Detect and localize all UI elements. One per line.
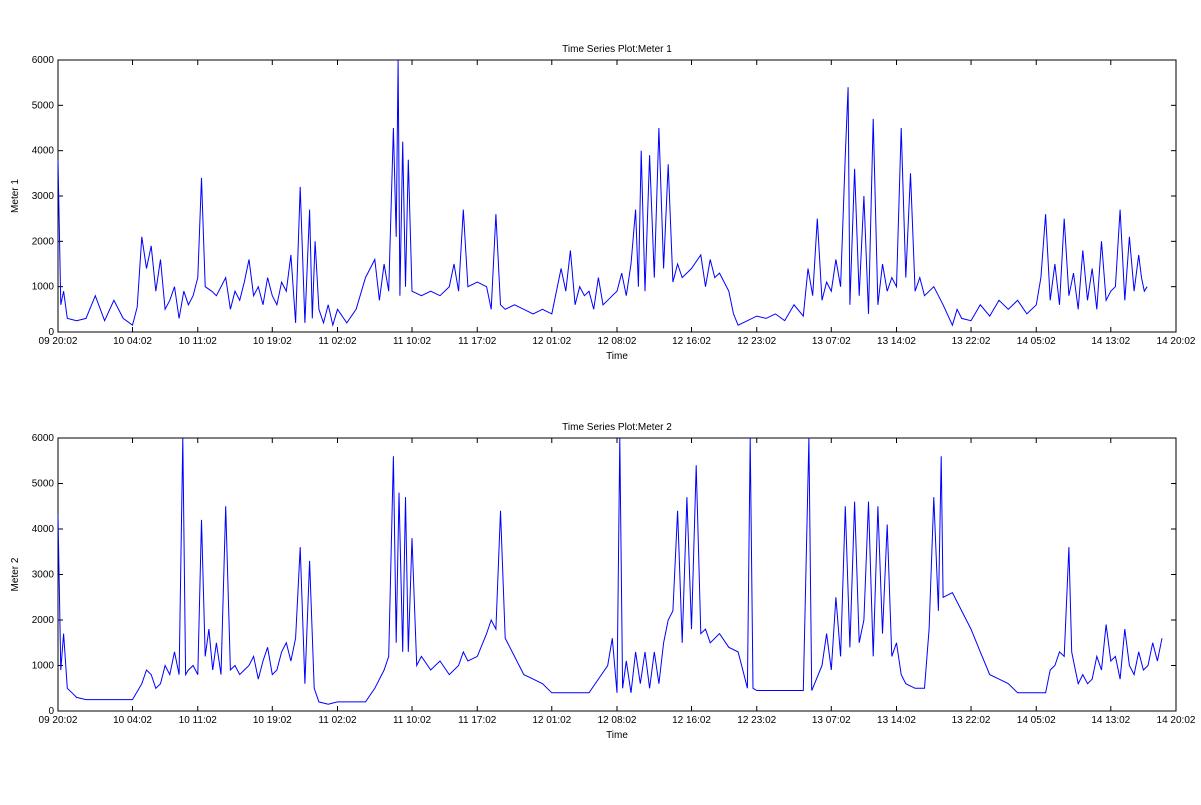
x-axis-label: Time: [606, 730, 628, 741]
x-tick-label: 14 13:02: [1091, 336, 1130, 347]
x-tick-label: 12 01:02: [532, 336, 571, 347]
x-tick-label: 10 04:02: [113, 715, 152, 726]
chart-title: Time Series Plot:Meter 1: [562, 44, 672, 55]
x-tick-label: 14 20:02: [1157, 336, 1196, 347]
x-tick-label: 14 13:02: [1091, 715, 1130, 726]
x-axis-label: Time: [606, 351, 628, 362]
x-tick-label: 12 16:02: [672, 336, 711, 347]
x-ticks: 09 20:02 10 04:02 10 11:02 10 19:02 11 02:02…: [39, 438, 1196, 726]
y-tick-label: 3000: [32, 570, 55, 581]
x-tick-label: 12 08:02: [598, 336, 637, 347]
x-tick-label: 12 08:02: [598, 715, 637, 726]
x-tick-label: 14 05:02: [1017, 336, 1056, 347]
x-tick-label: 13 07:02: [812, 336, 851, 347]
chart-panel-meter-2: Time Series Plot:Meter 2 Time Meter 2 0 1…: [10, 422, 1196, 741]
x-tick-label: 11 17:02: [458, 715, 497, 726]
y-tick-label: 6000: [32, 55, 55, 66]
y-tick-label: 0: [48, 706, 54, 717]
y-tick-label: 4000: [32, 146, 55, 157]
y-tick-label: 2000: [32, 615, 55, 626]
series-line-meter-2: [57, 437, 1163, 705]
x-tick-label: 12 23:02: [737, 336, 776, 347]
x-tick-label: 10 11:02: [179, 715, 218, 726]
x-tick-label: 11 17:02: [458, 336, 497, 347]
x-tick-label: 13 22:02: [952, 336, 991, 347]
x-tick-label: 11 02:02: [318, 336, 357, 347]
x-ticks: 09 20:02 10 04:02 10 11:02 10 19:02 11 02:02…: [39, 60, 1196, 347]
y-tick-label: 3000: [32, 191, 55, 202]
x-tick-label: 12 01:02: [532, 715, 571, 726]
y-tick-label: 5000: [32, 100, 55, 111]
series-line-meter-1: [57, 59, 1148, 328]
x-tick-label: 14 05:02: [1017, 715, 1056, 726]
y-tick-label: 4000: [32, 524, 55, 535]
y-tick-label: 0: [48, 327, 54, 338]
x-tick-label: 11 10:02: [393, 336, 432, 347]
y-axis-label: Meter 2: [10, 557, 21, 591]
x-tick-label: 10 04:02: [113, 336, 152, 347]
y-ticks: 0 1000 2000 3000 4000 5000 6000: [32, 433, 1176, 717]
x-tick-label: 13 22:02: [952, 715, 991, 726]
x-tick-label: 13 07:02: [812, 715, 851, 726]
y-tick-label: 5000: [32, 479, 55, 490]
x-tick-label: 09 20:02: [39, 336, 78, 347]
x-tick-label: 11 02:02: [318, 715, 357, 726]
x-tick-label: 13 14:02: [877, 715, 916, 726]
y-axis-label: Meter 1: [10, 179, 21, 213]
x-tick-label: 13 14:02: [877, 336, 916, 347]
y-tick-label: 6000: [32, 433, 55, 444]
plot-frame: [57, 59, 1177, 333]
y-ticks: 0 1000 2000 3000 4000 5000 6000: [32, 55, 1176, 338]
x-tick-label: 10 19:02: [253, 336, 292, 347]
y-tick-label: 1000: [32, 661, 55, 672]
x-tick-label: 12 16:02: [672, 715, 711, 726]
chart-title: Time Series Plot:Meter 2: [562, 422, 672, 433]
x-tick-label: 11 10:02: [393, 715, 432, 726]
x-tick-label: 12 23:02: [737, 715, 776, 726]
x-tick-label: 10 19:02: [253, 715, 292, 726]
y-tick-label: 2000: [32, 236, 55, 247]
x-tick-label: 10 11:02: [179, 336, 218, 347]
x-tick-label: 14 20:02: [1157, 715, 1196, 726]
chart-panel-meter-1: Time Series Plot:Meter 1 Time Meter 1 0 1…: [10, 44, 1196, 362]
y-tick-label: 1000: [32, 282, 55, 293]
x-tick-label: 09 20:02: [39, 715, 78, 726]
